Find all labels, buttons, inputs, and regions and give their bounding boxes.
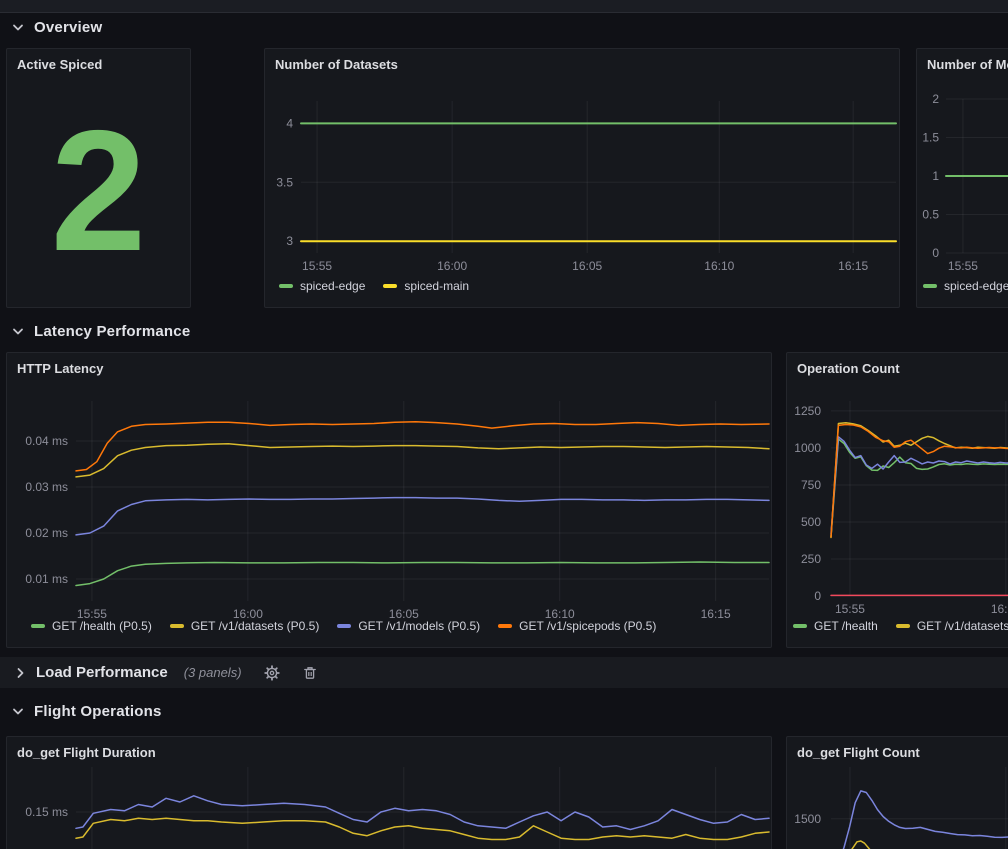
svg-text:0.5: 0.5: [922, 208, 939, 222]
panel-title[interactable]: Active Spiced: [17, 57, 102, 72]
svg-text:15:55: 15:55: [835, 602, 865, 616]
panel-title[interactable]: do_get Flight Duration: [17, 745, 156, 760]
svg-text:1.5: 1.5: [922, 131, 939, 145]
section-header-latency-performance[interactable]: Latency Performance: [10, 319, 190, 343]
panel-title[interactable]: Number of Datasets: [275, 57, 398, 72]
svg-text:1000: 1000: [794, 441, 821, 455]
svg-text:16:15: 16:15: [701, 607, 731, 621]
legend-label: GET /v1/datasets: [917, 619, 1008, 633]
legend-item[interactable]: GET /v1/datasets: [896, 619, 1008, 633]
legend-swatch: [31, 624, 45, 628]
section-header-load-performance[interactable]: Load Performance (3 panels): [0, 657, 1008, 688]
time-series-chart[interactable]: 15:5516:0016:0516:1016:150.04 ms0.03 ms0…: [7, 353, 771, 647]
legend-label: GET /health: [814, 619, 878, 633]
stat-display: 2: [7, 49, 190, 307]
legend-swatch: [793, 624, 807, 628]
legend-label: GET /health (P0.5): [52, 619, 152, 633]
svg-text:0.04 ms: 0.04 ms: [25, 434, 68, 448]
legend-swatch: [383, 284, 397, 288]
grafana-dashboard: Overview Active Spiced 2 Number of Datas…: [0, 0, 1008, 849]
svg-text:15:55: 15:55: [948, 259, 978, 273]
top-toolbar: [0, 0, 1008, 13]
legend-item[interactable]: GET /health: [793, 619, 878, 633]
legend-item[interactable]: GET /v1/datasets (P0.5): [170, 619, 320, 633]
time-series-chart[interactable]: 15:5516:0021.510.50spiced-edgespiced-mai…: [917, 49, 1008, 307]
panel-do-get-flight-duration: do_get Flight Duration 15:5516:0016:0516…: [6, 736, 772, 849]
svg-text:16:05: 16:05: [572, 259, 602, 273]
panel-title[interactable]: Operation Count: [797, 361, 900, 376]
section-header-overview[interactable]: Overview: [10, 15, 102, 39]
legend-label: spiced-main: [404, 279, 469, 293]
svg-text:2: 2: [932, 92, 939, 106]
legend-item[interactable]: spiced-edge: [279, 279, 365, 293]
svg-text:1500: 1500: [794, 812, 821, 826]
svg-text:3.5: 3.5: [276, 175, 293, 189]
section-title: Overview: [34, 19, 102, 36]
panel-title[interactable]: HTTP Latency: [17, 361, 103, 376]
svg-text:750: 750: [801, 478, 821, 492]
legend-item[interactable]: GET /v1/spicepods (P0.5): [498, 619, 656, 633]
legend-item[interactable]: spiced-main: [383, 279, 469, 293]
svg-text:500: 500: [801, 515, 821, 529]
svg-text:0.15 ms: 0.15 ms: [25, 805, 68, 819]
legend-swatch: [923, 284, 937, 288]
legend-label: spiced-edge: [944, 279, 1008, 293]
section-header-flight-operations[interactable]: Flight Operations: [10, 699, 162, 723]
panel-http-latency: HTTP Latency 15:5516:0016:0516:1016:150.…: [6, 352, 772, 648]
legend-item[interactable]: GET /v1/models (P0.5): [337, 619, 480, 633]
panel-operation-count: Operation Count 15:55 16:00 1250 1000 750 500…: [786, 352, 1008, 648]
chart-legend: GET /health (P0.5) GET /v1/datasets (P0.5…: [31, 619, 674, 633]
legend-label: GET /v1/datasets (P0.5): [191, 619, 320, 633]
chevron-down-icon: [10, 703, 26, 719]
legend-label: GET /v1/models (P0.5): [358, 619, 480, 633]
panel-title[interactable]: Number of Models: [927, 57, 1008, 72]
legend-item[interactable]: GET /health (P0.5): [31, 619, 152, 633]
svg-text:3: 3: [286, 234, 293, 248]
chart-legend: spiced-edge spiced-main: [279, 279, 487, 293]
time-series-chart[interactable]: 15:55 16:00 1250 1000 750 500 250 0 GET /health G…: [787, 353, 1008, 647]
svg-text:0.02 ms: 0.02 ms: [25, 526, 68, 540]
legend-swatch: [498, 624, 512, 628]
row-delete-button[interactable]: [302, 665, 318, 681]
time-series-chart[interactable]: 15:55 16:00 16:05 16:10 16:15 4 3.5 3 spiced-edg…: [265, 49, 899, 307]
panel-count-label: (3 panels): [184, 665, 242, 680]
chart-legend: GET /healthGET /v1/datasetsGET /v1/model…: [793, 619, 1008, 633]
chevron-down-icon: [10, 19, 26, 35]
svg-text:16:10: 16:10: [704, 259, 734, 273]
panel-number-of-datasets: Number of Datasets 15:5516:0016:0516:101…: [264, 48, 900, 308]
row-settings-button[interactable]: [264, 665, 280, 681]
chart-legend: spiced-edgespiced-main: [923, 279, 1008, 293]
chevron-right-icon: [12, 665, 28, 681]
svg-text:16:00: 16:00: [991, 602, 1008, 616]
trash-icon: [302, 665, 318, 681]
svg-text:1: 1: [932, 169, 939, 183]
svg-text:16:00: 16:00: [437, 259, 467, 273]
legend-swatch: [170, 624, 184, 628]
svg-text:0.03 ms: 0.03 ms: [25, 480, 68, 494]
svg-text:15:55: 15:55: [302, 259, 332, 273]
svg-text:0.01 ms: 0.01 ms: [25, 572, 68, 586]
legend-swatch: [896, 624, 910, 628]
legend-swatch: [279, 284, 293, 288]
panel-number-of-models: Number of Models 15:5516:0021.510.50spic…: [916, 48, 1008, 308]
panel-do-get-flight-count: do_get Flight Count 15:5516:001500: [786, 736, 1008, 849]
svg-text:16:15: 16:15: [838, 259, 868, 273]
svg-text:0: 0: [814, 589, 821, 603]
svg-text:1250: 1250: [794, 404, 821, 418]
legend-item[interactable]: spiced-edge: [923, 279, 1008, 293]
section-title: Latency Performance: [34, 323, 190, 340]
svg-text:4: 4: [286, 116, 293, 130]
gear-icon: [264, 665, 280, 681]
legend-swatch: [337, 624, 351, 628]
section-title: Load Performance: [36, 664, 168, 681]
svg-text:0: 0: [932, 246, 939, 260]
legend-label: spiced-edge: [300, 279, 365, 293]
panel-active-spiced: Active Spiced 2: [6, 48, 191, 308]
legend-label: GET /v1/spicepods (P0.5): [519, 619, 656, 633]
chevron-down-icon: [10, 323, 26, 339]
panel-title[interactable]: do_get Flight Count: [797, 745, 920, 760]
stat-value: 2: [51, 105, 147, 277]
section-title: Flight Operations: [34, 703, 162, 720]
svg-text:250: 250: [801, 552, 821, 566]
